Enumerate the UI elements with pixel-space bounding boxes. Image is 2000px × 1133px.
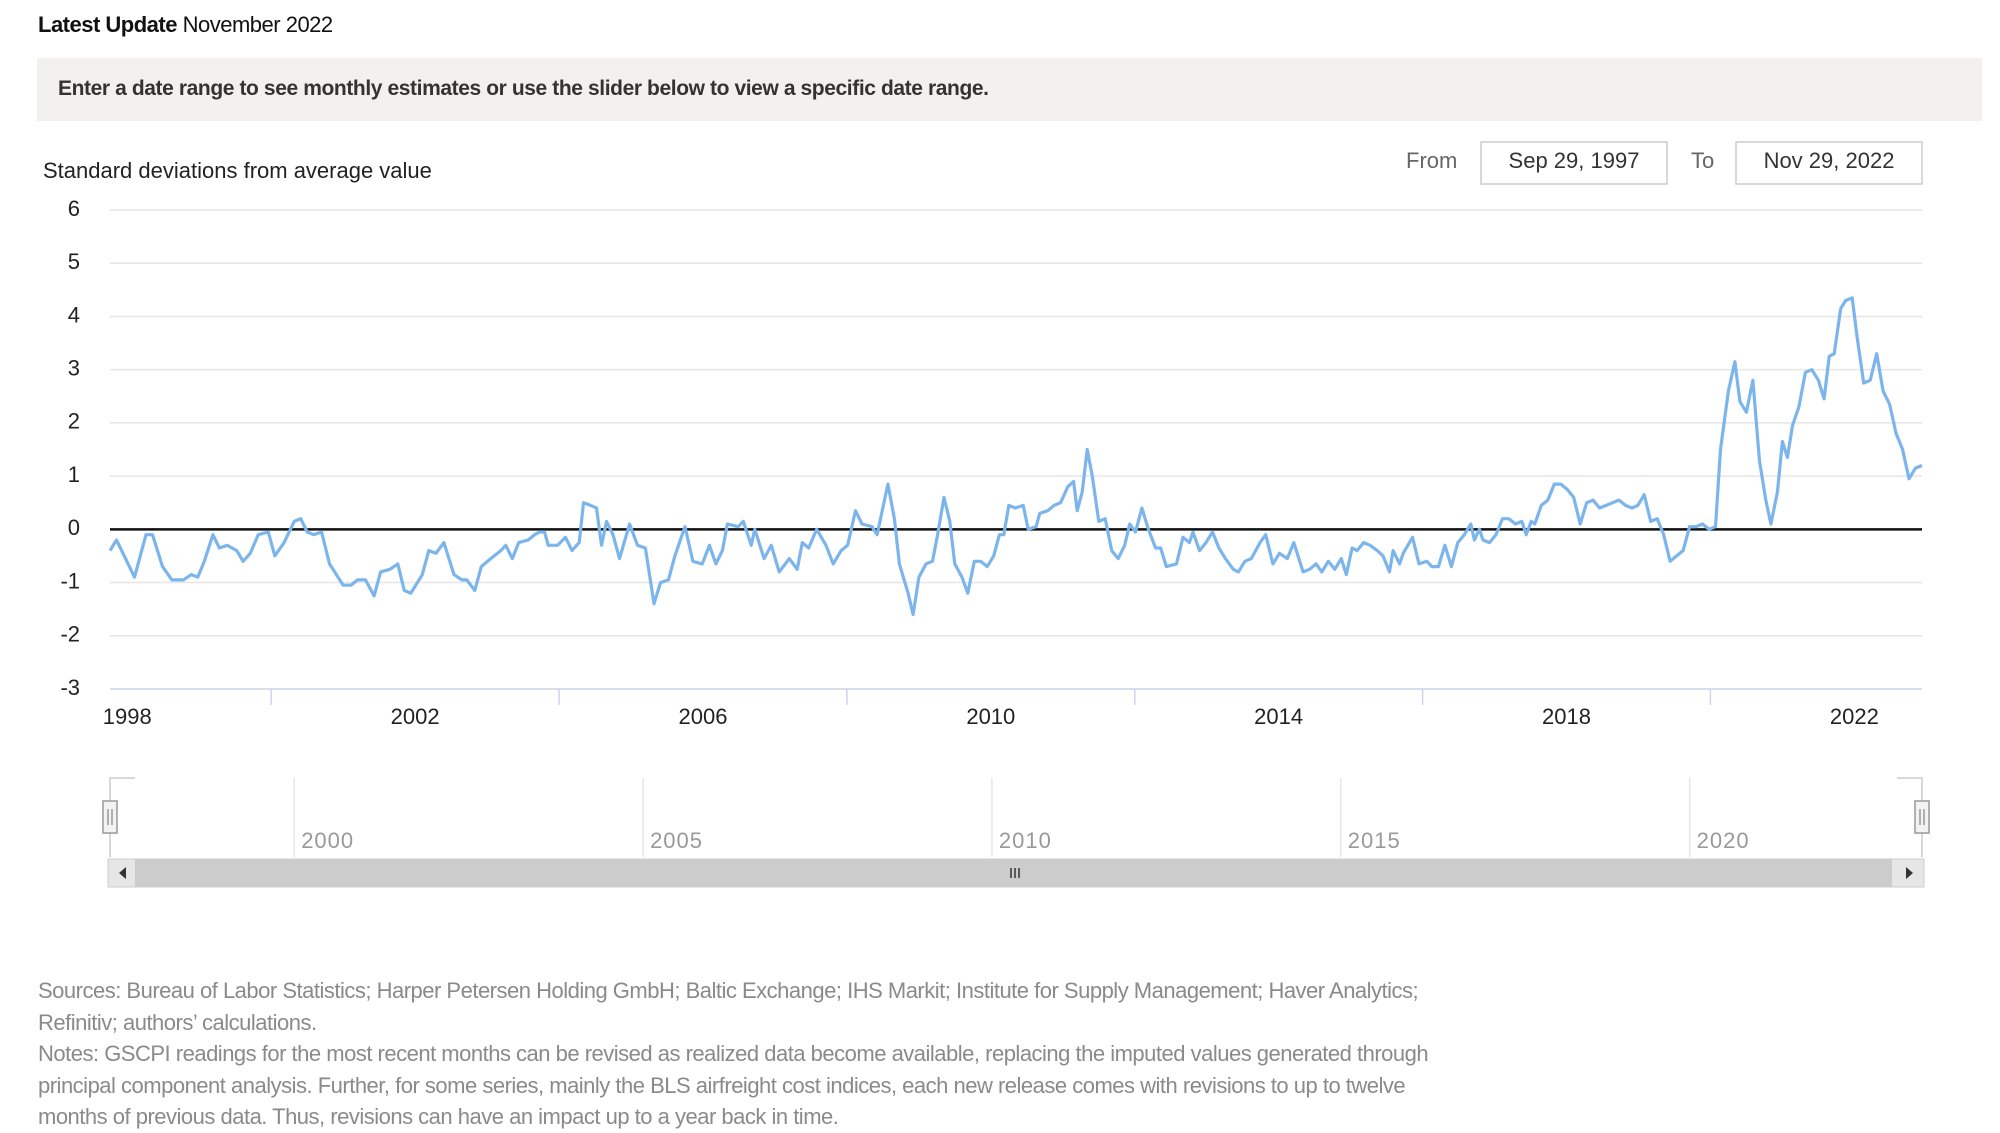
x-tick-label: 2018 [1542, 704, 1591, 729]
notes: Notes: GSCPI readings for the most recen… [38, 1041, 1429, 1129]
x-tick-label: 1998 [103, 704, 152, 729]
y-tick-label: -3 [60, 675, 80, 700]
y-tick-label: 4 [68, 302, 80, 327]
handle-grip [1919, 809, 1925, 825]
x-tick-label: 2006 [678, 704, 727, 729]
update-date: November 2022 [182, 12, 334, 37]
x-tick-label: 2010 [966, 704, 1015, 729]
update-label: Latest Update [38, 12, 177, 37]
x-tick-label: 2022 [1830, 704, 1879, 729]
navigator-label: 2010 [999, 828, 1052, 853]
y-tick-label: 6 [68, 196, 80, 221]
y-tick-label: 3 [68, 355, 80, 380]
scroll-left-arrow[interactable] [119, 867, 126, 879]
data-line [108, 296, 1923, 617]
instruction-text: Enter a date range to see monthly estima… [58, 77, 989, 100]
y-tick-label: 2 [68, 409, 80, 434]
sources: Sources: Bureau of Labor Statistics; Har… [38, 978, 1419, 1035]
scroll-grip [1010, 868, 1020, 878]
y-tick-label: 1 [68, 462, 80, 487]
scroll-right-arrow[interactable] [1906, 867, 1913, 879]
y-axis-label: Standard deviations from average value [43, 158, 432, 183]
navigator-label: 2020 [1697, 828, 1750, 853]
navigator-handle[interactable] [102, 800, 118, 834]
handle-grip [107, 809, 113, 825]
latest-update: Latest Update November 2022 [38, 12, 333, 38]
navigator-label: 2005 [650, 828, 703, 853]
y-tick-label: -2 [60, 622, 80, 647]
navigator-label: 2000 [301, 828, 354, 853]
navigator-label: 2015 [1348, 828, 1401, 853]
scrollbar-thumb[interactable] [135, 859, 1892, 887]
x-tick-label: 2002 [391, 704, 440, 729]
from-input[interactable] [1480, 141, 1668, 185]
from-label: From [1406, 148, 1457, 173]
y-tick-label: 0 [68, 515, 80, 540]
from-date[interactable]: Sep 29, 1997 [1509, 148, 1640, 173]
navigator-handle[interactable] [1914, 800, 1930, 834]
instruction-box: Enter a date range to see monthly estima… [37, 58, 1982, 121]
x-tick-label: 2014 [1254, 704, 1303, 729]
y-tick-label: 5 [68, 249, 80, 274]
to-label: To [1691, 148, 1714, 173]
y-tick-label: -1 [60, 568, 80, 593]
footer: Sources: Bureau of Labor Statistics; Har… [38, 975, 1453, 1133]
chart: Standard deviations from average value F… [43, 141, 1930, 888]
to-input[interactable] [1735, 141, 1923, 185]
to-date[interactable]: Nov 29, 2022 [1764, 148, 1895, 173]
